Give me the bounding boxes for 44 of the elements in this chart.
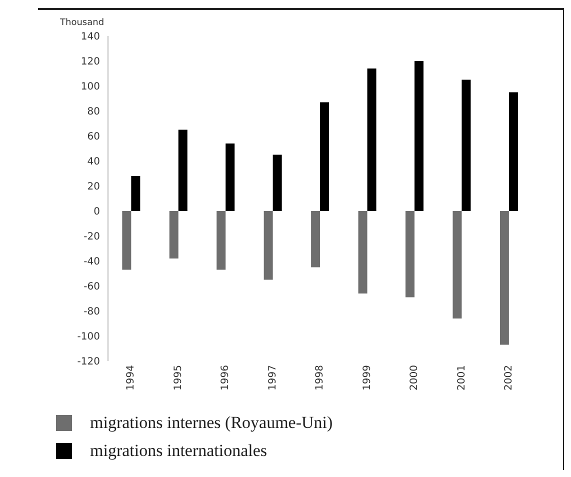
bar: [169, 211, 178, 258]
bar: [508, 92, 518, 211]
x-tick-label: 1995: [172, 365, 184, 390]
bar: [131, 176, 140, 211]
bar: [216, 211, 226, 270]
y-tick-label: -40: [84, 256, 100, 268]
y-tick-label: -100: [77, 332, 100, 343]
x-tick-label: 1997: [267, 365, 278, 390]
x-tick-label: 1996: [220, 365, 232, 390]
y-tick-label: 80: [87, 106, 100, 118]
bar: [226, 144, 235, 211]
bar: [178, 130, 188, 211]
x-tick-label: 1998: [314, 365, 326, 390]
y-tick-label: 100: [80, 82, 100, 93]
x-tick-label: 1999: [362, 365, 373, 390]
bar: [122, 211, 132, 270]
legend-label: migrations internationales: [90, 441, 268, 461]
bar: [406, 211, 414, 298]
bar: [320, 102, 330, 211]
bar: [358, 211, 368, 294]
y-tick-label: 140: [80, 32, 100, 43]
y-tick-label: -120: [77, 356, 100, 368]
y-axis-title: Thousand: [60, 18, 104, 28]
bar: [414, 61, 424, 211]
y-tick-label: 40: [87, 156, 100, 168]
bar: [367, 68, 376, 211]
bar: [264, 211, 273, 280]
x-tick-label: 2000: [409, 365, 420, 390]
y-tick-label: 120: [80, 56, 100, 68]
bar: [311, 211, 320, 268]
x-tick-label: 2002: [503, 365, 514, 390]
legend-label: migrations internes (Royaume-Uni): [90, 413, 333, 433]
y-tick-label: 60: [87, 132, 100, 143]
bar: [452, 211, 462, 318]
y-tick-label: -80: [84, 306, 100, 318]
y-tick-label: -60: [84, 282, 100, 293]
y-tick-label: -20: [84, 232, 100, 243]
x-tick-label: 1994: [126, 365, 137, 390]
bar: [272, 154, 282, 211]
x-tick-label: 2001: [456, 365, 468, 390]
bar: [462, 80, 471, 211]
bar: [500, 211, 509, 345]
y-tick-label: 0: [94, 206, 100, 218]
y-tick-label: 20: [87, 182, 100, 193]
